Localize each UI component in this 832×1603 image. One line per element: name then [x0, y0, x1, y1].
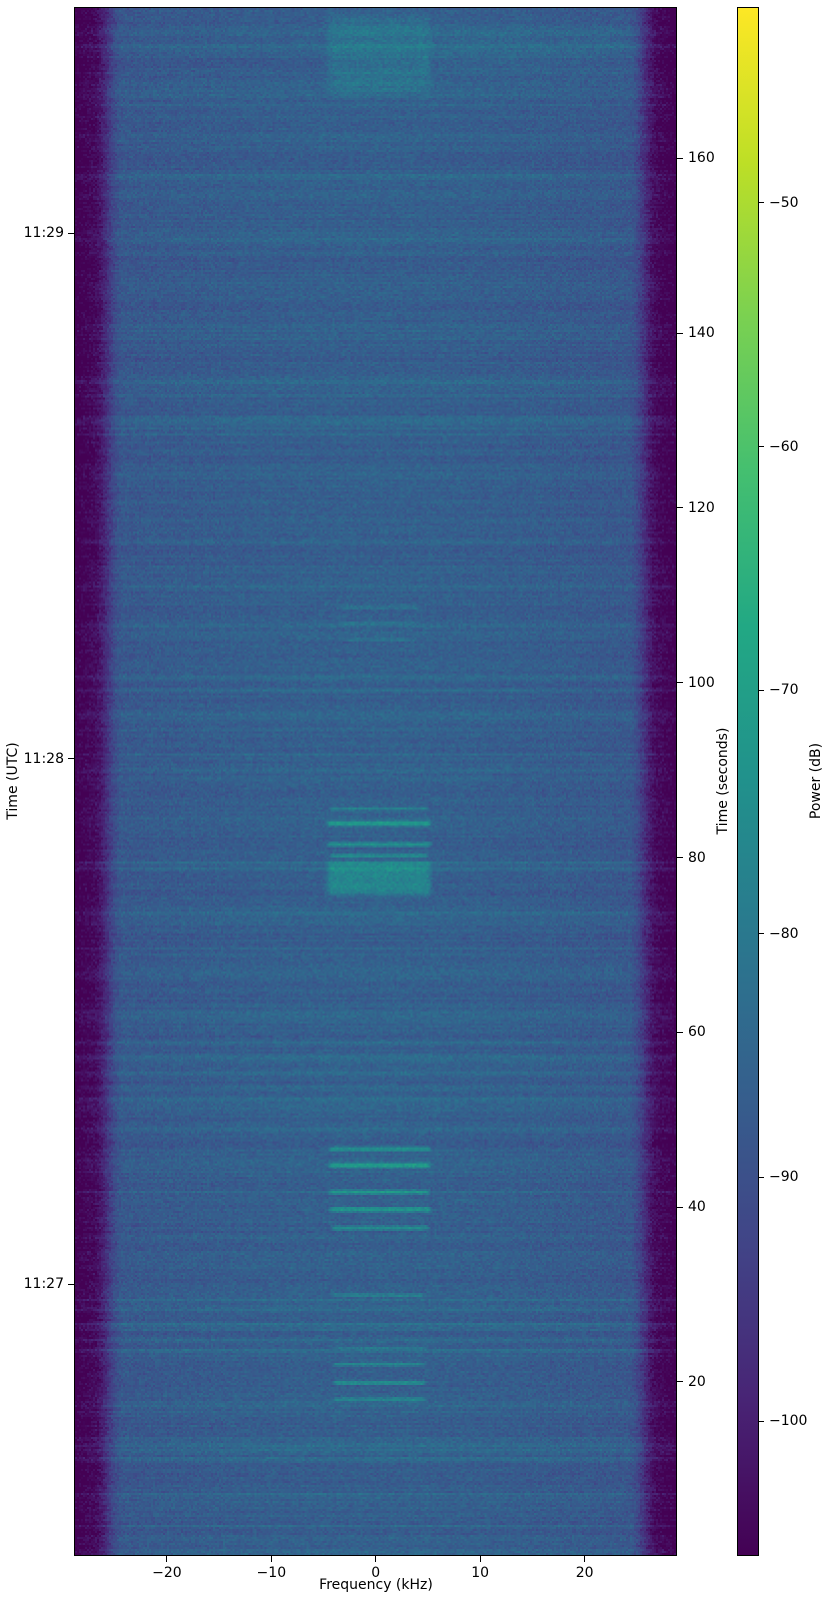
y-right-tick-label: 40	[688, 1199, 706, 1216]
colorbar-tick-mark	[758, 1420, 764, 1422]
y-right-tick-mark	[676, 332, 683, 334]
y-right-tick-mark	[676, 857, 683, 859]
colorbar-tick-mark	[758, 202, 764, 204]
x-tick-label: 0	[371, 1565, 381, 1581]
x-tick-mark	[270, 1555, 272, 1562]
y-right-tick-label: 100	[688, 674, 715, 691]
y-right-tick-mark	[676, 507, 683, 509]
colorbar-tick-mark	[758, 1176, 764, 1178]
y-left-tick-label: 11:28	[23, 750, 64, 767]
y-left-tick-label: 11:29	[23, 225, 64, 242]
colorbar-tick-mark	[758, 689, 764, 691]
y-right-tick-label: 140	[688, 325, 715, 342]
colorbar-tick-label: −60	[769, 438, 799, 455]
y-right-tick-mark	[676, 1031, 683, 1033]
spectrogram-canvas	[75, 8, 676, 1555]
colorbar-gradient	[738, 8, 758, 1555]
colorbar-tick-label: −90	[769, 1169, 799, 1186]
y-right-tick-label: 160	[688, 150, 715, 167]
x-tick-mark	[479, 1555, 481, 1562]
y-left-tick-mark	[68, 1283, 75, 1285]
y-right-tick-label: 80	[688, 849, 706, 866]
colorbar-tick-label: −70	[769, 682, 799, 699]
y-left-tick-mark	[68, 232, 75, 234]
y-right-tick-label: 20	[688, 1373, 706, 1390]
colorbar-tick-label: −80	[769, 925, 799, 942]
colorbar-tick-mark	[758, 446, 764, 448]
y-axis-right-label: Time (seconds)	[715, 727, 731, 835]
colorbar-tick-label: −50	[769, 194, 799, 211]
y-left-tick-mark	[68, 758, 75, 760]
y-right-tick-mark	[676, 1206, 683, 1208]
x-tick-mark	[375, 1555, 377, 1562]
colorbar-tick-mark	[758, 933, 764, 935]
y-right-tick-label: 120	[688, 499, 715, 516]
x-tick-label: 10	[471, 1565, 490, 1581]
x-axis-label: Frequency (kHz)	[319, 1577, 433, 1593]
y-right-tick-mark	[676, 682, 683, 684]
colorbar-label: Power (dB)	[808, 742, 824, 820]
x-tick-mark	[166, 1555, 168, 1562]
y-right-tick-label: 60	[688, 1024, 706, 1041]
x-tick-label: 20	[575, 1565, 594, 1581]
y-right-tick-mark	[676, 1381, 683, 1383]
y-left-tick-label: 11:27	[23, 1276, 64, 1293]
y-axis-left-label: Time (UTC)	[5, 742, 21, 820]
y-right-tick-mark	[676, 157, 683, 159]
x-tick-mark	[584, 1555, 586, 1562]
x-tick-label: −10	[256, 1565, 287, 1581]
colorbar-tick-label: −100	[769, 1413, 808, 1429]
x-tick-label: −20	[152, 1565, 182, 1581]
